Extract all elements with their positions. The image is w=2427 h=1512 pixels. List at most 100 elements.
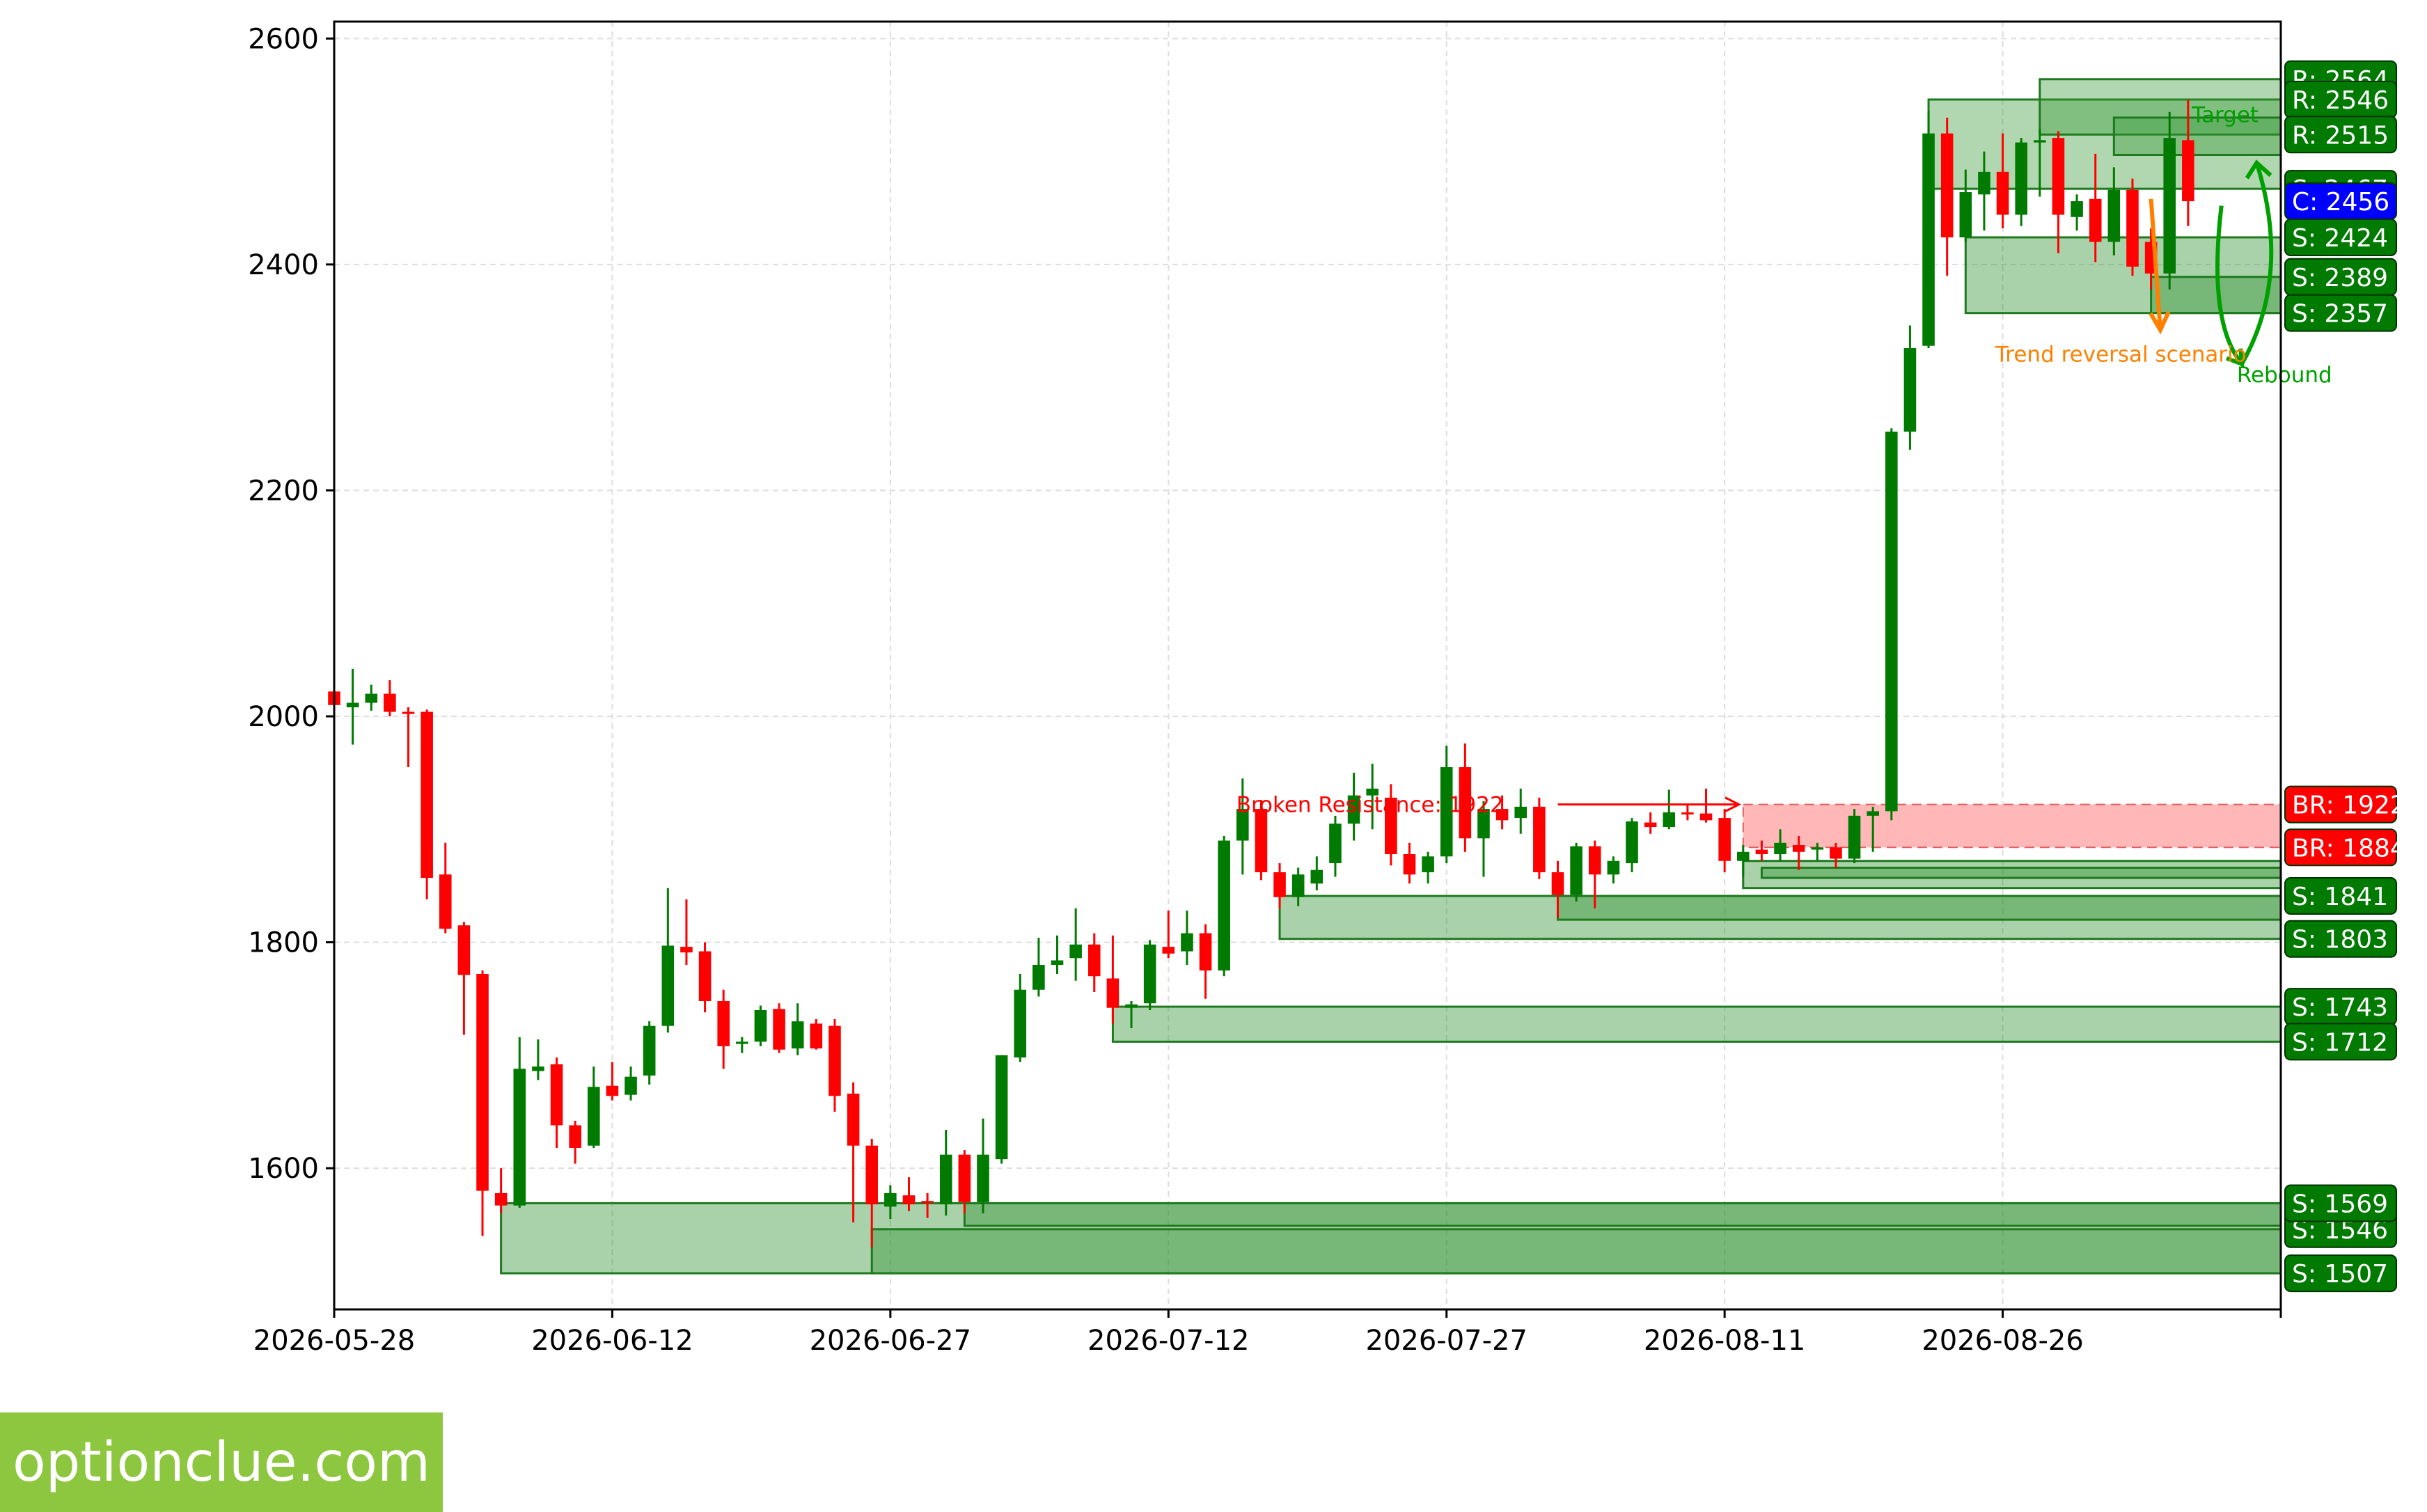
x-tick-label: 2026-07-27 [1365, 1325, 1527, 1357]
candle-body [1848, 815, 1861, 859]
candle-body [1774, 842, 1786, 855]
candle-body [569, 1125, 581, 1148]
candle-body [884, 1192, 897, 1207]
candles [328, 99, 2194, 1247]
candle-body [513, 1069, 526, 1206]
level-badge: S: 1712 [2284, 1023, 2397, 1061]
candle-body [902, 1195, 916, 1205]
candle-body [1032, 965, 1045, 990]
level-badge-label: S: 2424 [2292, 224, 2388, 253]
candle-body [661, 945, 675, 1026]
candle-body [1310, 869, 1324, 884]
candle-body [1218, 840, 1230, 971]
x-tick-label: 2026-05-28 [253, 1325, 415, 1357]
candle-body [1830, 847, 1842, 859]
level-badge: BR: 1922 [2284, 785, 2406, 824]
level-badge: S: 1743 [2284, 988, 2397, 1026]
candle-body [1273, 872, 1286, 897]
candle-body [698, 951, 712, 1001]
support-zone [963, 1202, 2282, 1227]
candle-body [1162, 947, 1175, 954]
candle-body [1996, 171, 2009, 215]
candle-body [1588, 846, 1601, 875]
support-zone [870, 1228, 2282, 1275]
level-badge-label: S: 1743 [2292, 993, 2388, 1022]
candle-body [1087, 944, 1101, 977]
candle-body [1181, 933, 1193, 952]
annotations: Broken Resistance: 1922 Target Trend rev… [1236, 103, 2332, 818]
candle-body [1570, 846, 1582, 895]
candle-body [1811, 847, 1824, 850]
candle-body [1736, 851, 1750, 861]
support-zone [1964, 236, 2282, 315]
candle-body [2163, 138, 2176, 274]
level-badge-box [2284, 877, 2397, 915]
candle-body [810, 1023, 823, 1049]
candle-body [1422, 856, 1434, 872]
candle-body [2107, 189, 2121, 242]
level-badge-label: S: 1803 [2292, 926, 2388, 954]
candle-body [1959, 192, 1972, 237]
level-badge-label: R: 2515 [2292, 121, 2389, 150]
candle-body [2071, 201, 2083, 217]
candle-body [1792, 845, 1805, 852]
candle-body [2089, 198, 2102, 242]
candle-body [1755, 849, 1768, 855]
candle-body [1495, 809, 1509, 821]
candle-body [532, 1066, 544, 1071]
zones [500, 78, 2282, 1275]
level-badge-box [2284, 116, 2397, 154]
candle-body [1236, 809, 1249, 841]
support-zone [1742, 860, 2282, 890]
level-badge: S: 2389 [2284, 258, 2397, 296]
candle-body [680, 947, 693, 953]
level-badge: S: 1803 [2284, 920, 2397, 958]
candle-body [2034, 140, 2046, 143]
candle-body [588, 1087, 600, 1146]
plot-frame [333, 20, 2282, 1311]
level-badge-box [2284, 218, 2397, 256]
resistance-zone [2039, 78, 2282, 136]
x-tick-label: 2026-06-27 [810, 1325, 971, 1357]
candle-body [1385, 797, 1397, 855]
candle-body [1922, 133, 1935, 346]
rebound-arrowhead-down [2226, 348, 2245, 368]
candle-body [1903, 347, 1917, 432]
candle-body [457, 925, 471, 975]
candle-body [1199, 933, 1212, 971]
candle-body [1477, 809, 1490, 839]
candle-body [736, 1041, 748, 1044]
watermark-text: optionclue.com [12, 1431, 430, 1494]
level-badge: S: 1507 [2284, 1254, 2397, 1293]
candle-body [1255, 809, 1268, 872]
candle-body [1440, 767, 1453, 857]
candle-body [550, 1064, 563, 1126]
candle-body [2126, 189, 2139, 267]
candle-body [1551, 872, 1564, 895]
level-badge-label: BR: 1884 [2292, 834, 2406, 863]
candle-body [606, 1085, 619, 1096]
candle-body [1125, 1004, 1138, 1008]
candle-body [754, 1009, 767, 1042]
candle-body [717, 1000, 730, 1046]
support-zone [1556, 895, 2282, 921]
candle-body [625, 1076, 637, 1095]
candle-body [402, 711, 415, 714]
candle-body [865, 1145, 879, 1205]
candle-body [1291, 874, 1305, 897]
candle-body [1533, 806, 1546, 872]
candle-body [1347, 795, 1360, 824]
grid [333, 22, 2281, 1309]
candle-body [476, 974, 489, 1191]
y-tick-label: 2400 [248, 249, 319, 281]
support-zone [1111, 1005, 2282, 1043]
level-badge: S: 1841 [2284, 877, 2397, 915]
y-tick-label: 2600 [248, 23, 319, 55]
trend-reversal-annotation: Trend reversal scenario [1995, 342, 2247, 368]
level-badge-box [2284, 1184, 2397, 1222]
candle-body [346, 702, 359, 708]
level-badge: R: 2546 [2284, 80, 2397, 118]
x-tick-label: 2026-06-12 [531, 1325, 693, 1357]
axes: 1600 1800 2000 2200 2400 2600 2026-05-28 2026-0… [248, 23, 2282, 1357]
